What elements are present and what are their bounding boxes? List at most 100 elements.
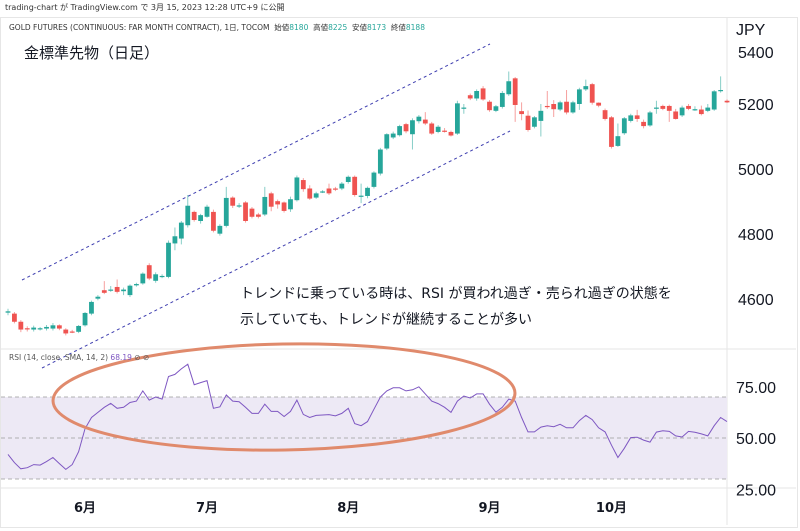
candle-body bbox=[435, 126, 441, 132]
candle-body bbox=[365, 187, 370, 196]
candle bbox=[108, 285, 114, 292]
candle-body bbox=[705, 107, 711, 111]
candle-body bbox=[596, 102, 602, 106]
candle-body bbox=[76, 325, 82, 332]
candle bbox=[679, 105, 685, 117]
candle bbox=[185, 194, 191, 228]
currency-label: JPY bbox=[736, 22, 766, 39]
channel-lower-line[interactable] bbox=[41, 130, 511, 369]
candle-body bbox=[666, 105, 672, 111]
time-tick-label: 8月 bbox=[337, 501, 359, 516]
candle bbox=[326, 183, 332, 195]
candle-body bbox=[711, 91, 717, 110]
candle bbox=[435, 125, 441, 134]
candle-body bbox=[673, 111, 679, 119]
candle bbox=[609, 116, 614, 149]
candle bbox=[223, 186, 229, 228]
candle-body bbox=[294, 177, 300, 201]
candle bbox=[166, 240, 171, 279]
rsi-legend: RSI (14, close, SMA, 14, 2) 68.19 ⊘ ⊘ bbox=[9, 353, 149, 362]
candle-body bbox=[564, 101, 569, 113]
candle bbox=[499, 91, 505, 109]
candles bbox=[5, 71, 730, 336]
candle-body bbox=[345, 176, 351, 182]
candle bbox=[56, 324, 62, 331]
candle bbox=[365, 186, 370, 199]
candle-body bbox=[390, 133, 396, 138]
candle bbox=[313, 191, 319, 199]
time-axis[interactable]: 6月 7月 8月 9月 10月 bbox=[74, 501, 627, 516]
candle-body bbox=[429, 123, 435, 134]
candle-body bbox=[442, 130, 447, 132]
candle-body bbox=[686, 105, 691, 109]
candle bbox=[339, 181, 345, 191]
candle bbox=[429, 121, 435, 135]
candle-body bbox=[718, 90, 724, 92]
candle-body bbox=[140, 273, 146, 284]
candle bbox=[236, 203, 242, 208]
annotation-line-1: トレンドに乗っている時は、RSI が買われ過ぎ・売られ過ぎの状態を bbox=[240, 286, 672, 302]
rsi-legend-text: RSI (14, close, SMA, 14, 2) bbox=[9, 353, 109, 362]
candle bbox=[204, 204, 210, 218]
channel-upper-line[interactable] bbox=[21, 43, 491, 281]
chart-frame bbox=[0, 17, 798, 528]
candle bbox=[44, 324, 49, 331]
candle-body bbox=[634, 115, 640, 119]
chart-title: 金標準先物（日足） bbox=[24, 44, 160, 62]
candle-body bbox=[692, 109, 698, 111]
rsi-series bbox=[7, 363, 728, 471]
candle bbox=[121, 287, 126, 296]
candle bbox=[570, 100, 576, 114]
candle-body bbox=[448, 131, 454, 136]
visibility-icons[interactable]: ⊘ ⊘ bbox=[134, 353, 150, 362]
candle bbox=[596, 102, 602, 108]
candle-body bbox=[262, 196, 268, 215]
candle bbox=[384, 133, 390, 151]
candle bbox=[377, 147, 383, 176]
candle-body bbox=[44, 326, 49, 329]
low-value: 8173 bbox=[367, 23, 387, 32]
candle bbox=[506, 71, 512, 96]
candle bbox=[564, 90, 569, 115]
candle-body bbox=[56, 325, 62, 329]
candle bbox=[666, 104, 672, 122]
rsi-axis[interactable]: 75.00 50.00 25.00 bbox=[736, 380, 776, 500]
candle bbox=[448, 130, 454, 137]
candle-body bbox=[185, 205, 191, 226]
time-tick-label: 6月 bbox=[74, 501, 96, 516]
candle-body bbox=[101, 290, 107, 293]
candle bbox=[455, 100, 460, 135]
candle-body bbox=[275, 201, 281, 205]
candle bbox=[146, 263, 152, 281]
candle-body bbox=[326, 188, 332, 194]
candle bbox=[557, 100, 563, 112]
candle-body bbox=[24, 328, 30, 330]
candle bbox=[50, 323, 56, 331]
candle bbox=[345, 175, 351, 184]
candle-body bbox=[647, 112, 653, 126]
candle-body bbox=[236, 205, 242, 207]
candle-body bbox=[300, 180, 306, 190]
price-tick-label: 5200 bbox=[738, 97, 774, 114]
candle bbox=[647, 110, 653, 127]
candle bbox=[641, 119, 646, 129]
candle-body bbox=[320, 191, 325, 193]
candle-body bbox=[532, 117, 537, 127]
candle-body bbox=[268, 193, 274, 207]
candle-body bbox=[159, 275, 165, 278]
price-axis[interactable]: 5400 5200 5000 4800 4600 bbox=[738, 45, 774, 309]
price-tick-label: 5400 bbox=[738, 45, 774, 62]
published-info: trading-chart が TradingView.com で 3月 15,… bbox=[5, 3, 285, 12]
close-value: 8188 bbox=[405, 23, 425, 32]
candle bbox=[487, 100, 492, 112]
candle bbox=[390, 131, 396, 140]
candle-body bbox=[384, 134, 390, 149]
candle-body bbox=[211, 211, 216, 231]
candle-body bbox=[410, 120, 415, 135]
candle-body bbox=[37, 328, 43, 330]
candle-body bbox=[377, 149, 383, 174]
candle-body bbox=[313, 193, 319, 198]
candle bbox=[410, 118, 415, 150]
candle-body bbox=[95, 296, 101, 299]
